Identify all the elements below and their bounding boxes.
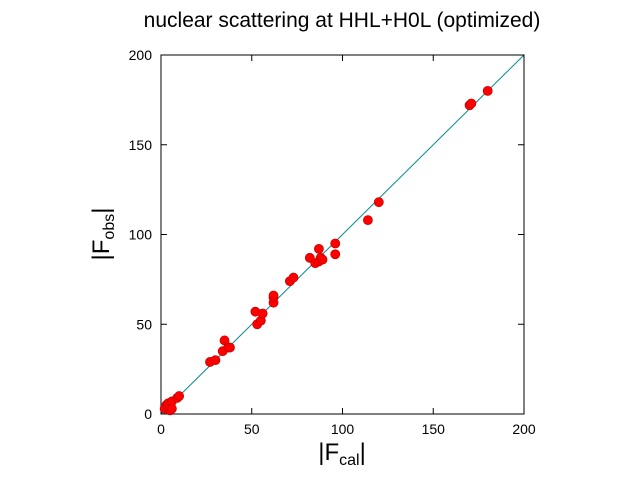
x-tick-label: 150 xyxy=(422,421,446,437)
data-point xyxy=(482,86,493,96)
y-tick-label: 200 xyxy=(129,47,153,63)
data-point xyxy=(363,215,373,226)
data-point xyxy=(330,238,341,249)
x-tick-label: 0 xyxy=(157,421,165,437)
y-tick-label: 100 xyxy=(129,227,153,243)
data-points xyxy=(159,86,493,416)
x-axis-label-prefix: |F xyxy=(318,439,339,466)
data-point xyxy=(257,308,268,319)
x-axis-label-suffix: | xyxy=(360,439,366,466)
data-point xyxy=(330,249,341,260)
data-point xyxy=(466,98,477,109)
data-point xyxy=(174,391,185,401)
x-tick-label: 100 xyxy=(331,421,355,437)
y-tick-label: 0 xyxy=(144,406,152,422)
data-point xyxy=(210,355,221,366)
axis-ticks: 0 50 100 150 200 0 50 100 150 200 xyxy=(129,47,536,437)
x-axis-label-subscript: cal xyxy=(339,452,359,469)
y-tick-label: 150 xyxy=(129,137,153,153)
data-point xyxy=(268,290,279,301)
x-tick-label: 50 xyxy=(244,421,260,437)
data-point xyxy=(314,243,324,254)
y-axis-label-subscript: obs xyxy=(101,214,118,240)
data-point xyxy=(288,272,299,283)
data-point xyxy=(166,403,177,414)
data-point xyxy=(373,197,384,208)
chart-title: nuclear scattering at HHL+H0L (optimized… xyxy=(144,9,541,32)
data-point xyxy=(317,254,328,265)
y-axis-label-suffix: | xyxy=(88,208,115,214)
x-tick-label: 200 xyxy=(512,421,536,437)
y-axis-label: |Fobs| xyxy=(88,208,118,261)
x-axis-label: |Fcal| xyxy=(318,439,366,469)
y-axis-label-prefix: |F xyxy=(88,240,115,261)
y-tick-label: 50 xyxy=(136,316,152,332)
data-point xyxy=(225,342,235,353)
